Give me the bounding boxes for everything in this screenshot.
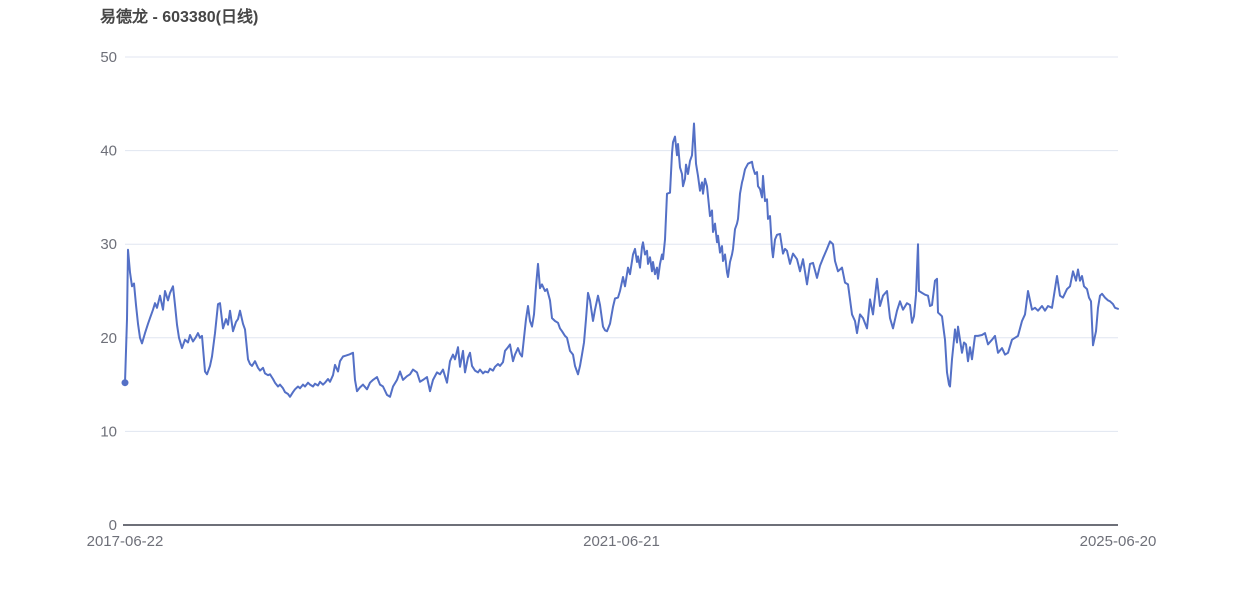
price-line [124, 122, 1119, 398]
y-tick-label-10: 10 [100, 423, 117, 440]
x-tick-label-2021-06-21: 2021-06-21 [583, 533, 660, 550]
x-tick-label-2017-06-22: 2017-06-22 [87, 533, 164, 550]
first-point-marker [121, 379, 129, 387]
x-tick-label-2025-06-20: 2025-06-20 [1080, 533, 1157, 550]
y-tick-label-0: 0 [109, 517, 117, 534]
y-tick-label-20: 20 [100, 330, 117, 347]
y-tick-label-30: 30 [100, 236, 117, 253]
chart-title: 易德龙 - 603380(日线) [100, 9, 259, 26]
y-tick-label-50: 50 [100, 49, 117, 66]
y-tick-label-40: 40 [100, 143, 117, 160]
